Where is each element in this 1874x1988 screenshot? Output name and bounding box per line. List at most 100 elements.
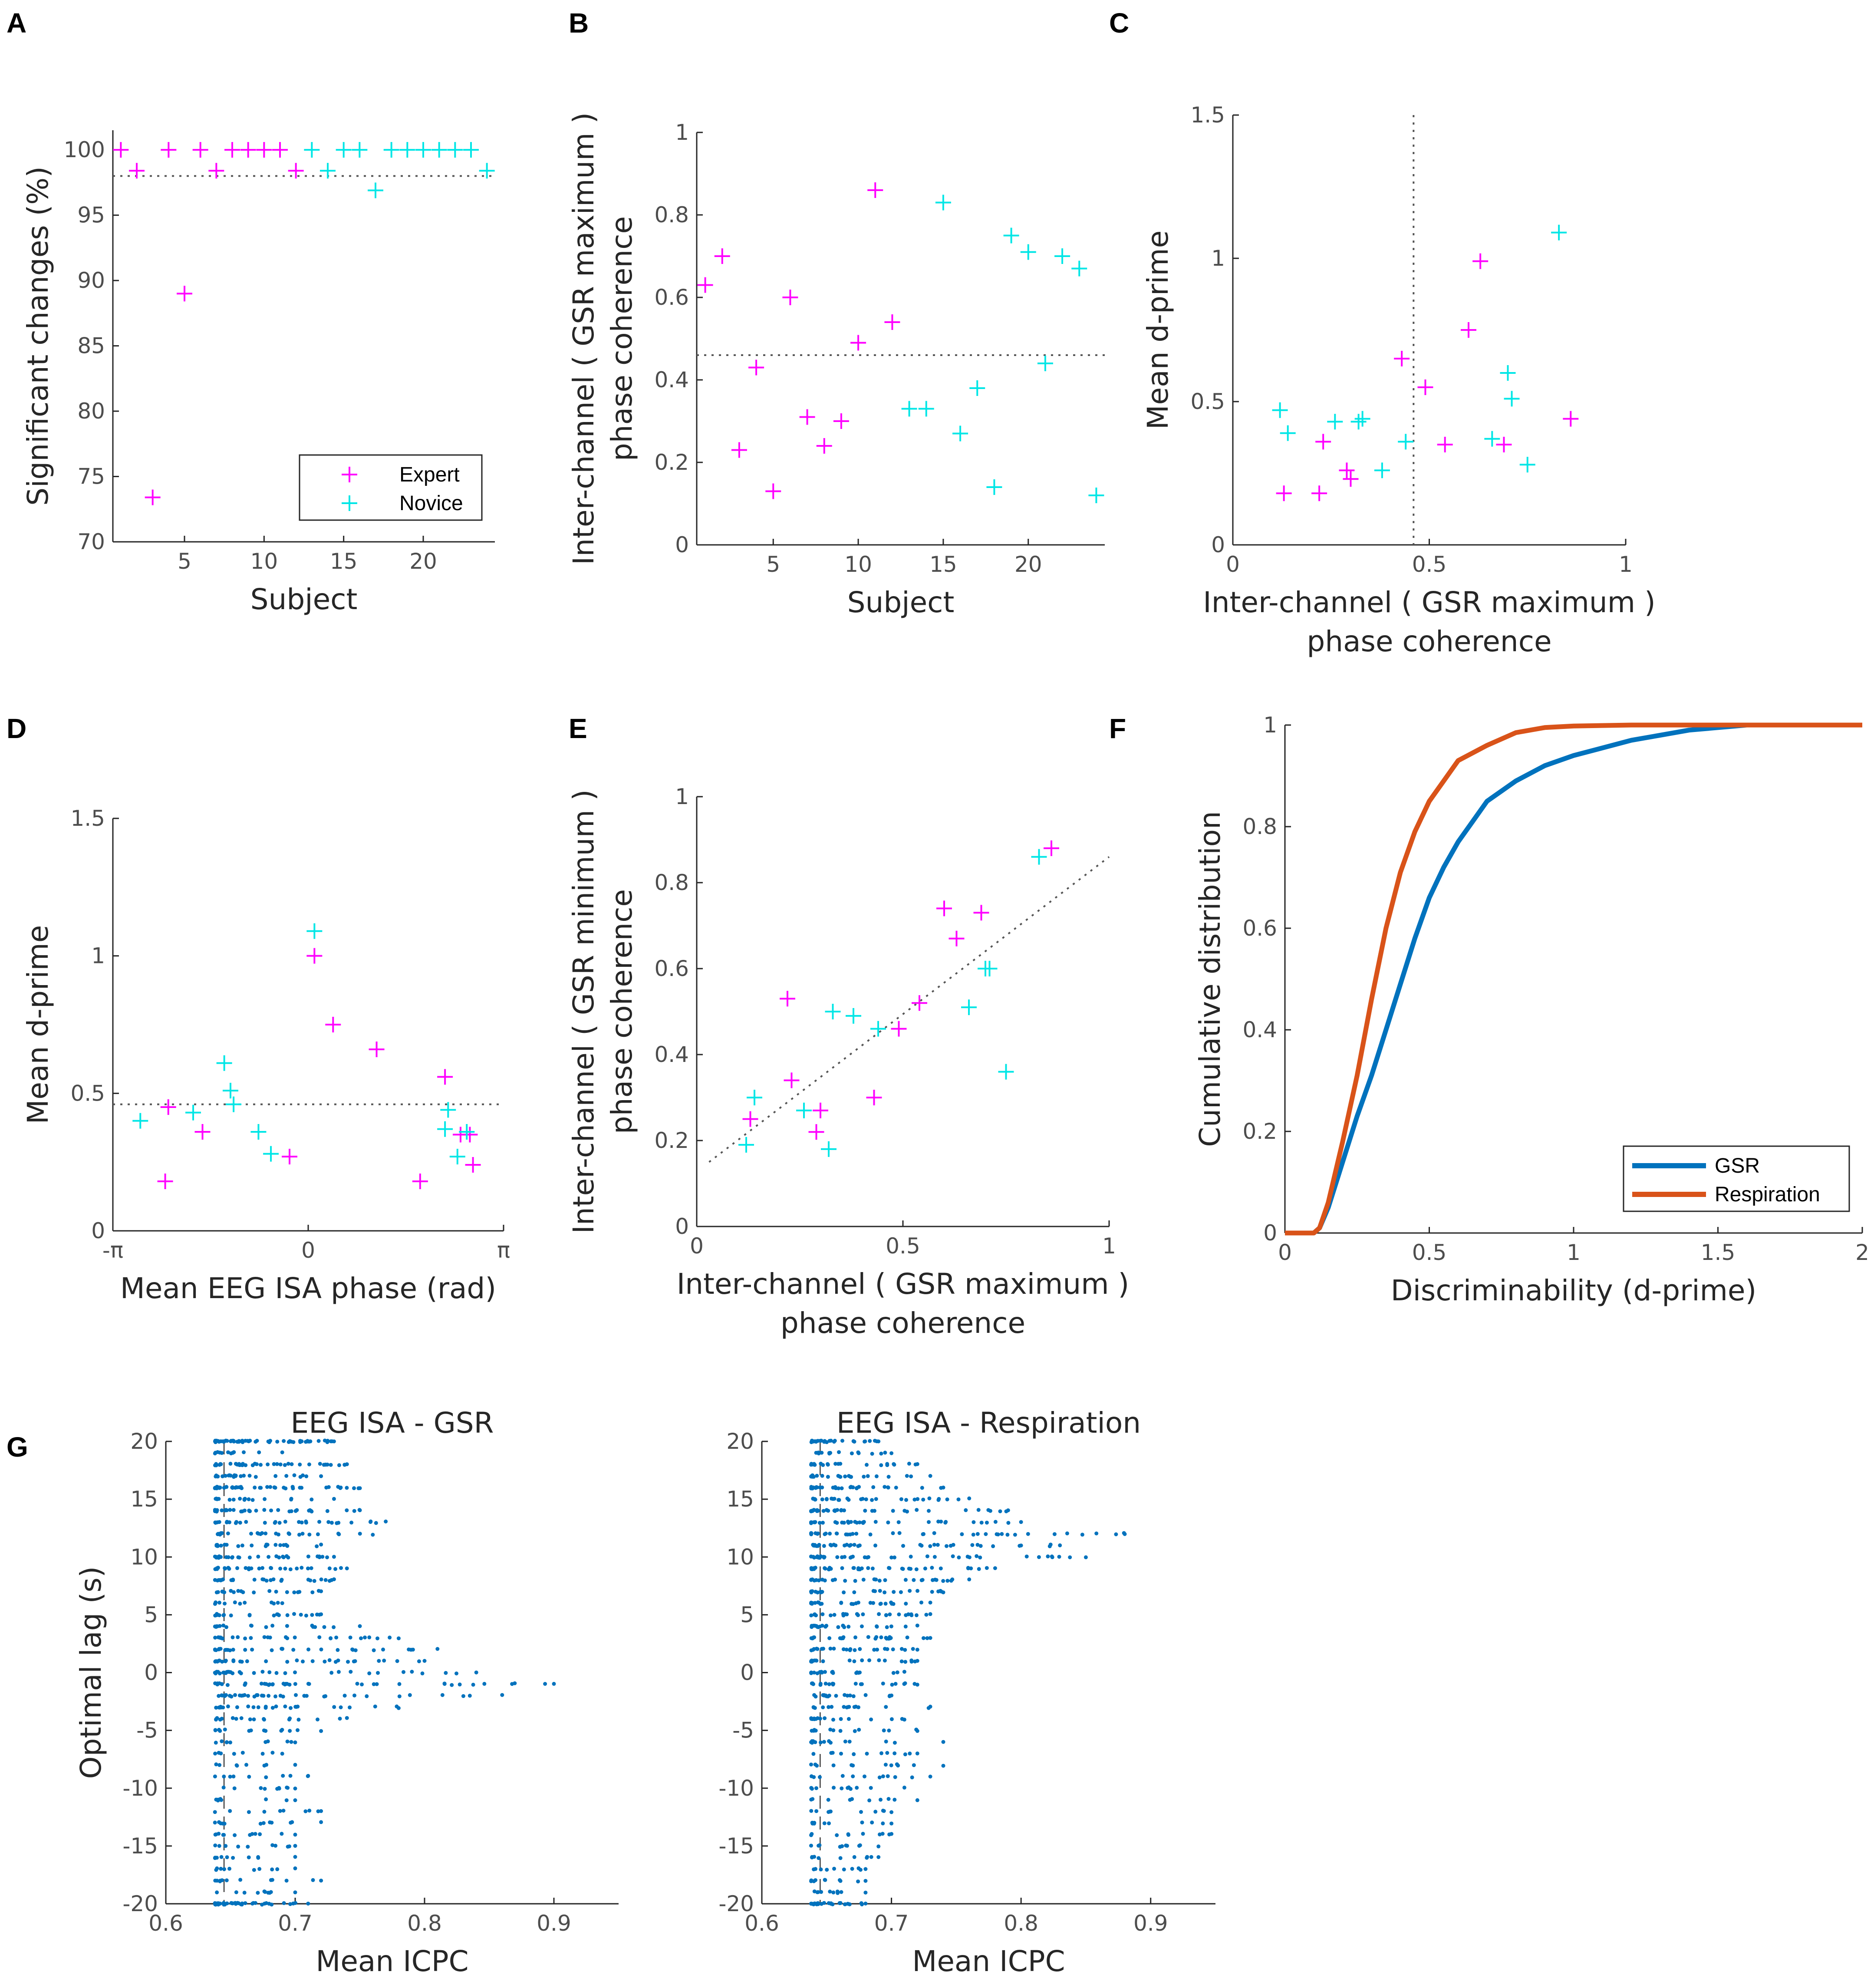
expert-point [1311, 485, 1327, 501]
lag-point [923, 1566, 927, 1571]
x-tick-label: 1.5 [1701, 1240, 1736, 1265]
lag-point [277, 1532, 280, 1536]
lag-point [830, 1704, 834, 1709]
lag-point [223, 1474, 227, 1478]
lag-point [213, 1843, 217, 1848]
lag-point [934, 1578, 939, 1582]
lag-point [223, 1566, 227, 1570]
lag-point [247, 1855, 251, 1859]
lag-point [844, 1532, 848, 1536]
lag-point [837, 1450, 841, 1454]
lag-point [242, 1498, 247, 1502]
lag-point [816, 1716, 820, 1720]
lag-point [236, 1544, 240, 1548]
lag-point [229, 1451, 233, 1456]
gsr-cdf-line [1285, 722, 1862, 1236]
lag-point [846, 1786, 850, 1790]
novice-point [1398, 434, 1414, 450]
lag-point [851, 1764, 855, 1768]
lag-point [316, 1532, 320, 1536]
lag-point [817, 1521, 822, 1525]
lag-point [925, 1636, 929, 1640]
lag-point [316, 1809, 320, 1813]
lag-point [363, 1635, 367, 1640]
lag-point [985, 1520, 989, 1525]
lag-point [293, 1509, 298, 1513]
lag-point [287, 1509, 292, 1513]
lag-point [287, 1532, 291, 1536]
lag-point [250, 1902, 254, 1906]
lag-point [367, 1671, 372, 1675]
lag-point [231, 1671, 235, 1675]
novice-point [1272, 402, 1288, 418]
lag-point [926, 1706, 931, 1710]
lag-point [877, 1658, 881, 1662]
lag-point [420, 1671, 425, 1675]
lag-point [868, 1439, 872, 1443]
novice-point [399, 142, 415, 158]
x-tick-label: 0 [690, 1233, 704, 1259]
novice-point [449, 1149, 465, 1164]
lag-point [863, 1867, 868, 1871]
lag-point [358, 1624, 362, 1628]
lag-point [971, 1533, 975, 1537]
lag-point [352, 1486, 356, 1490]
y-tick-label: 1.5 [1190, 102, 1225, 128]
lag-point [851, 1566, 856, 1570]
lag-point [253, 1832, 257, 1836]
lag-point [229, 1589, 233, 1593]
lag-point [809, 1797, 813, 1802]
lag-point [226, 1555, 231, 1559]
lag-point [905, 1510, 909, 1514]
lag-point [972, 1520, 976, 1524]
lag-point [282, 1439, 286, 1443]
lag-point [811, 1682, 815, 1686]
lag-point [846, 1625, 851, 1629]
lag-point [850, 1451, 854, 1456]
y-tick-label: 0.4 [654, 367, 689, 392]
lag-point [863, 1439, 867, 1444]
lag-point [856, 1705, 860, 1709]
lag-point [214, 1741, 218, 1745]
lag-point [906, 1612, 911, 1616]
lag-point [216, 1556, 221, 1560]
novice-point [447, 142, 463, 158]
lag-point [278, 1566, 283, 1571]
lag-point [832, 1440, 836, 1444]
lag-point [217, 1763, 222, 1767]
lag-point [377, 1659, 381, 1663]
lag-point [828, 1889, 832, 1894]
lag-point [231, 1774, 236, 1779]
lag-point [213, 1671, 217, 1675]
lag-point [266, 1462, 270, 1467]
novice-point [1500, 365, 1516, 381]
lag-point [295, 1658, 299, 1662]
lag-point [250, 1498, 255, 1502]
lag-point [238, 1602, 242, 1606]
lag-point [822, 1544, 826, 1548]
novice-point [846, 1008, 861, 1024]
lag-point [839, 1890, 843, 1894]
lag-point [417, 1659, 421, 1663]
lag-point [237, 1556, 241, 1559]
novice-point [185, 1104, 201, 1121]
lag-point [821, 1520, 825, 1525]
lag-point [272, 1613, 276, 1618]
lag-point [844, 1648, 849, 1652]
lag-point [847, 1902, 852, 1906]
lag-point [349, 1520, 354, 1525]
lag-point [846, 1833, 850, 1837]
lag-point [261, 1821, 266, 1825]
lag-point [941, 1740, 945, 1744]
lag-point [928, 1600, 932, 1605]
lag-point [900, 1717, 904, 1721]
lag-point [841, 1623, 845, 1628]
lag-point [902, 1670, 906, 1674]
lag-point [816, 1902, 820, 1906]
lag-point [232, 1752, 236, 1756]
lag-point [821, 1659, 825, 1663]
lag-point [252, 1590, 256, 1595]
lag-point [1018, 1544, 1022, 1548]
lag-point [224, 1543, 229, 1547]
